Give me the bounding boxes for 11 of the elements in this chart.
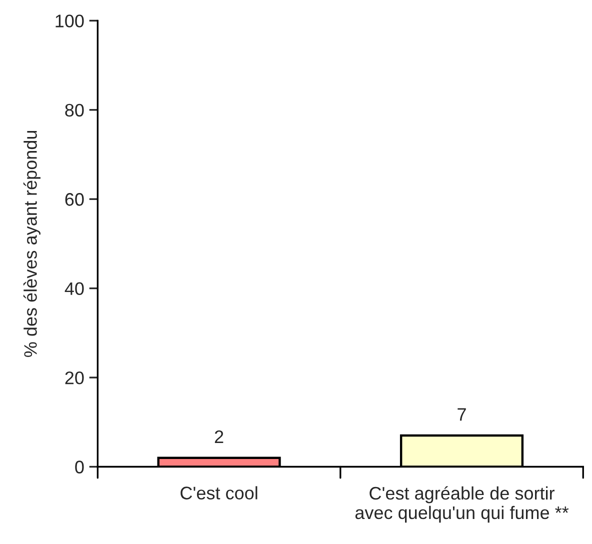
y-tick-label: 80 xyxy=(65,104,84,117)
y-tick-label: 60 xyxy=(65,193,84,206)
data-label: 2 xyxy=(214,430,224,443)
y-tick-label: 100 xyxy=(56,14,84,28)
data-label: 7 xyxy=(458,408,466,421)
x-tick-label: C'est cool xyxy=(180,486,258,500)
y-tick-label: 0 xyxy=(75,460,84,474)
y-tick-label: 40 xyxy=(64,282,84,296)
x-tick-label: C'est agréable de sortir avec quelqu'un qui fume ** xyxy=(355,486,569,523)
y-tick-label: 20 xyxy=(65,371,84,384)
y-axis-title: % des élèves ayant répondu xyxy=(23,130,40,357)
